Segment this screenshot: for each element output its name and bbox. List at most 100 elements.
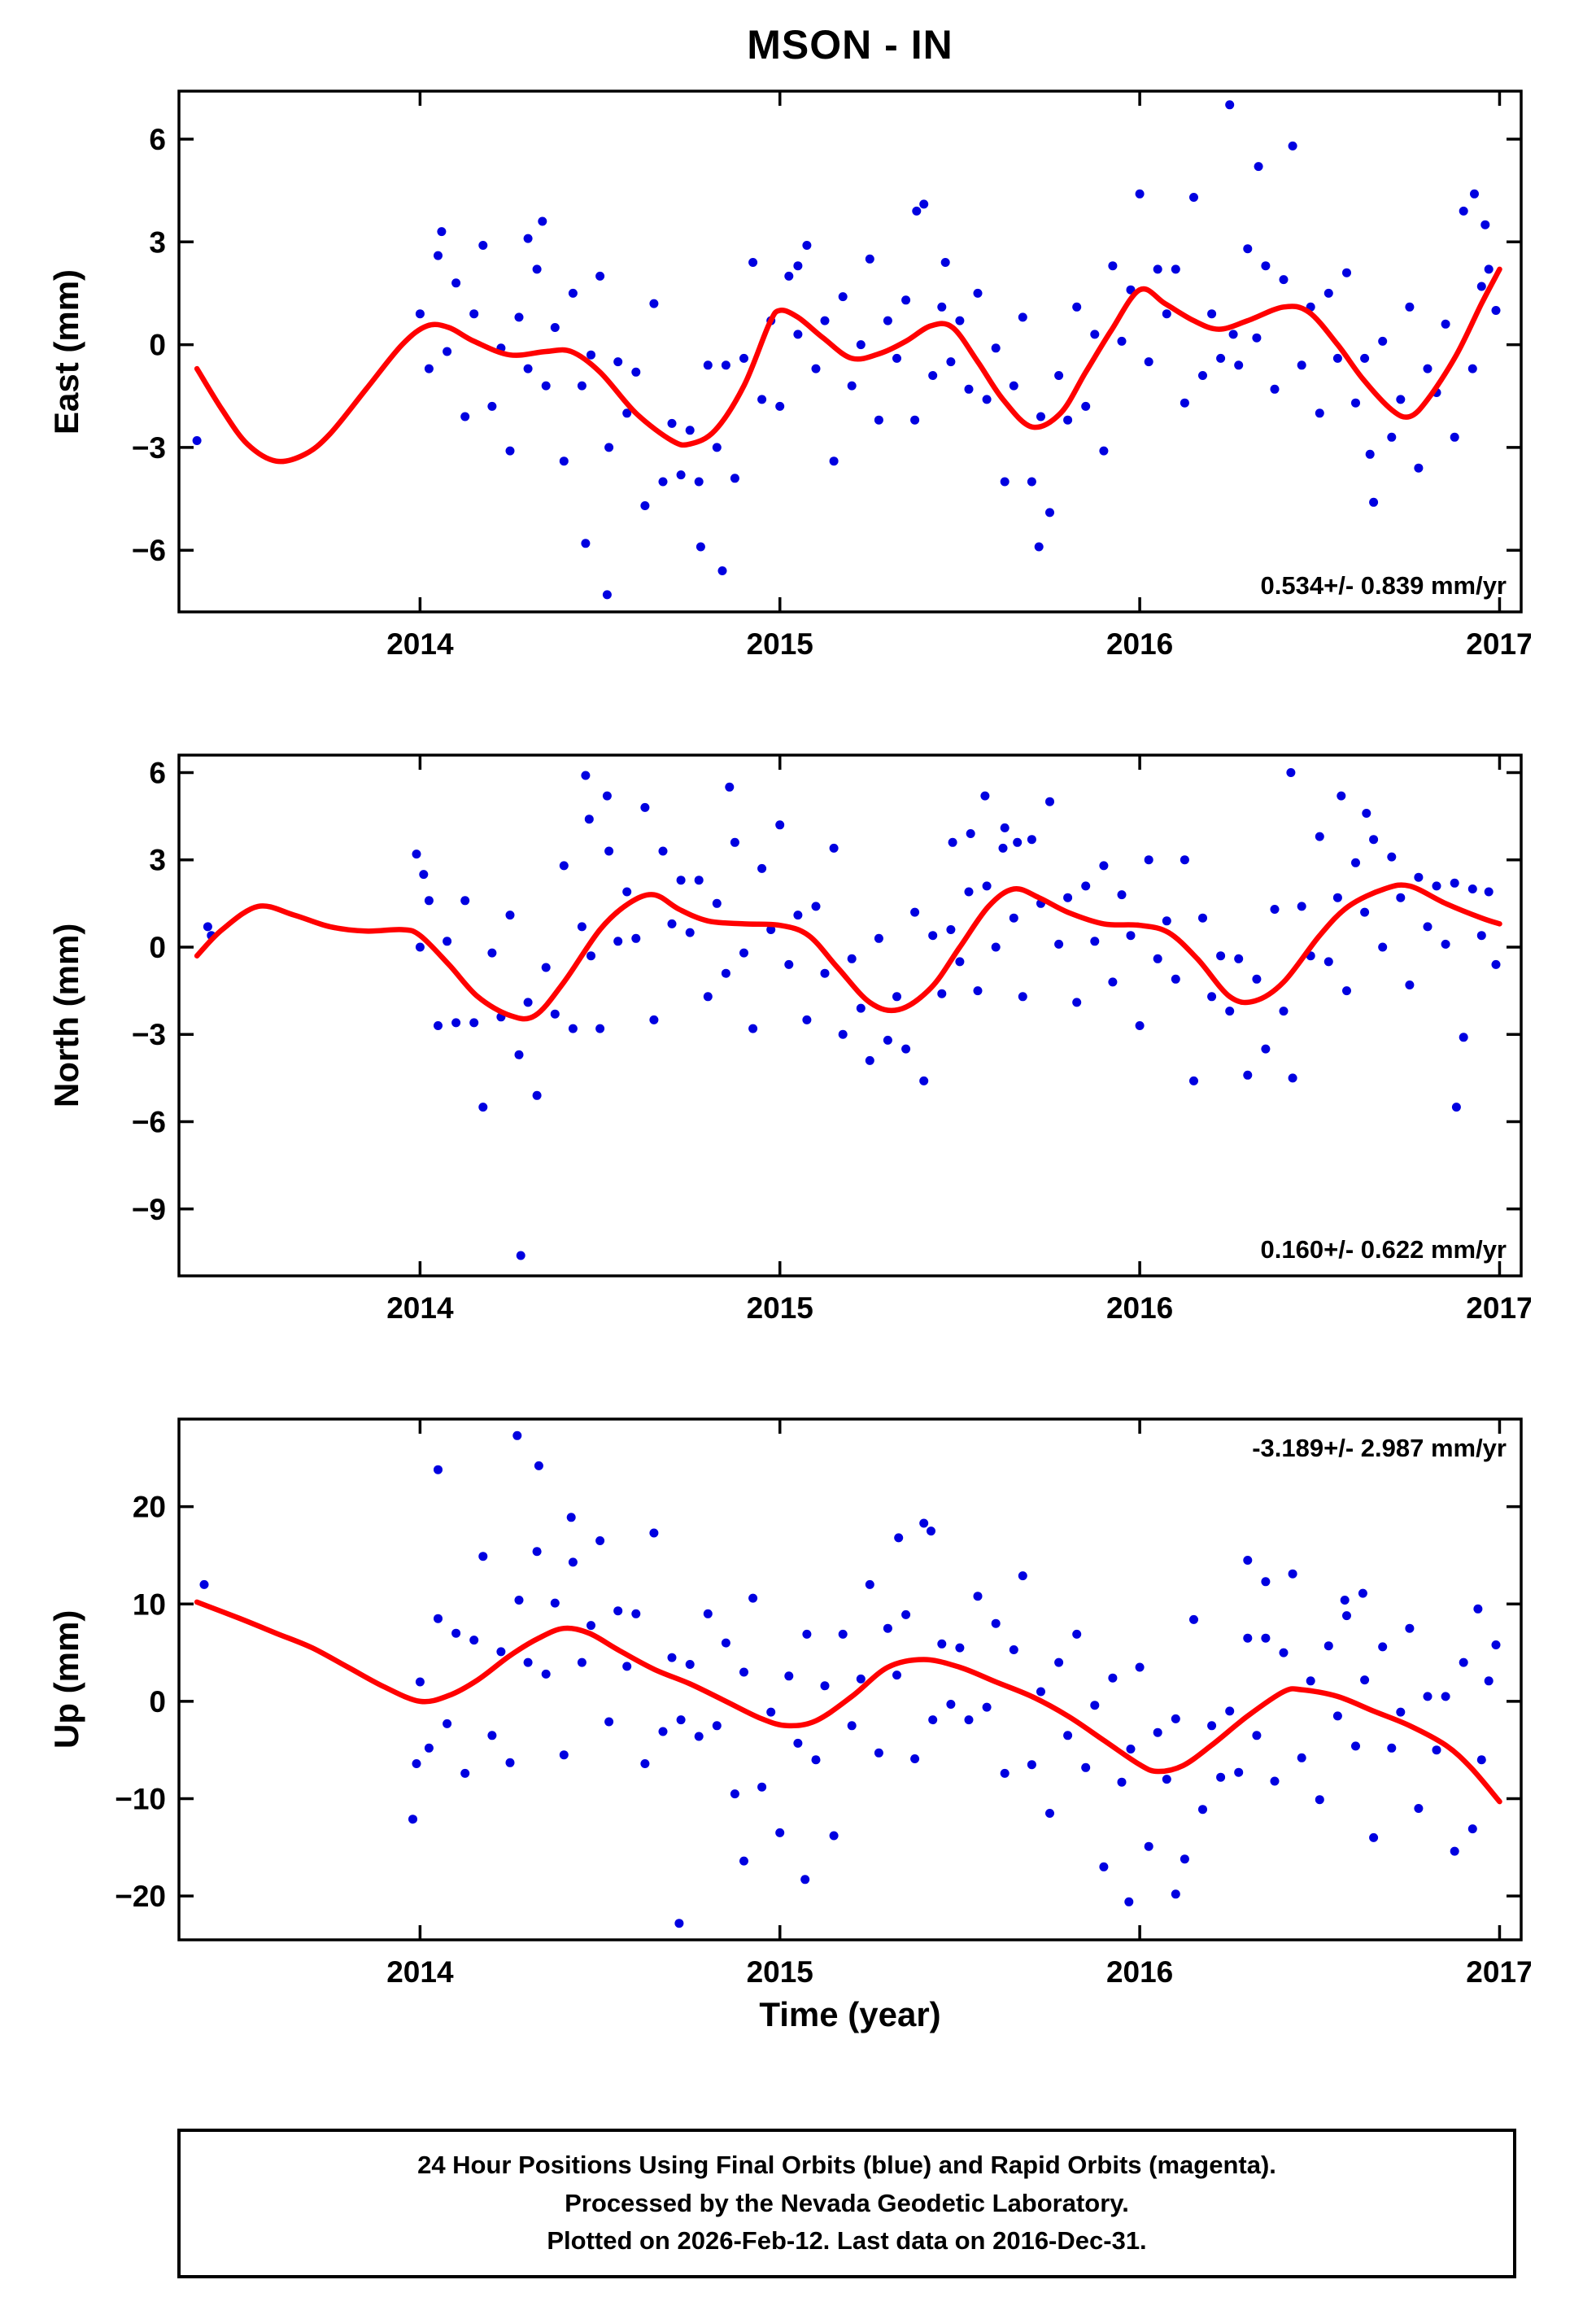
data-point	[919, 199, 929, 209]
data-point	[883, 1623, 892, 1633]
data-point	[512, 1430, 522, 1440]
data-point	[1252, 1731, 1262, 1740]
data-point	[927, 1526, 935, 1536]
data-point	[1027, 835, 1036, 845]
data-point	[721, 1638, 730, 1648]
data-point	[460, 1768, 470, 1778]
data-point	[1126, 931, 1136, 941]
data-point	[640, 501, 650, 510]
rate-annotation: 0.160+/- 0.622 mm/yr	[1261, 1235, 1507, 1264]
data-point	[1450, 432, 1459, 442]
data-point	[1045, 1809, 1054, 1818]
data-point	[587, 951, 595, 961]
data-point	[1459, 1033, 1468, 1042]
data-point	[613, 1606, 623, 1616]
data-point	[980, 791, 990, 801]
data-point	[602, 791, 612, 801]
data-point	[721, 360, 730, 370]
data-point	[1405, 302, 1415, 312]
data-point	[1270, 1776, 1280, 1786]
data-point	[631, 1609, 641, 1618]
data-point	[1476, 931, 1486, 941]
y-tick-label: 10	[133, 1588, 166, 1621]
data-point	[1036, 1687, 1045, 1697]
data-point	[1396, 893, 1406, 902]
data-point	[838, 1629, 848, 1639]
scatter-points	[192, 100, 1501, 600]
data-point	[534, 1461, 543, 1470]
data-point	[1396, 395, 1406, 404]
rate-annotation: 0.534+/- 0.839 mm/yr	[1261, 571, 1507, 600]
data-point	[1467, 884, 1477, 893]
data-point	[865, 1055, 874, 1065]
data-point	[469, 309, 479, 319]
data-point	[1297, 360, 1306, 370]
data-point	[1171, 264, 1180, 274]
data-point	[434, 251, 443, 260]
data-point	[966, 829, 975, 838]
data-point	[964, 887, 974, 897]
data-point	[676, 470, 686, 480]
data-point	[919, 1076, 929, 1085]
data-point	[1378, 942, 1388, 952]
data-point	[838, 292, 848, 302]
y-tick-label: 3	[149, 225, 166, 259]
caption-line-2: Processed by the Nevada Geodetic Laborat…	[565, 2188, 1129, 2217]
data-point	[973, 986, 983, 996]
data-point	[1072, 1629, 1082, 1639]
data-point	[1081, 401, 1091, 411]
data-point	[451, 1018, 461, 1028]
x-tick-label: 2017	[1466, 1291, 1531, 1325]
data-point	[901, 1044, 911, 1054]
data-point	[1054, 371, 1064, 380]
data-point	[541, 1669, 551, 1679]
data-point	[1358, 1588, 1367, 1598]
data-point	[784, 271, 794, 281]
data-point	[1432, 881, 1441, 891]
data-point	[946, 357, 956, 367]
data-point	[856, 1674, 866, 1684]
data-point	[1081, 881, 1091, 891]
data-point	[1228, 330, 1238, 339]
data-point	[415, 1677, 425, 1687]
data-point	[1484, 887, 1494, 897]
x-axis-label: Time (year)	[759, 1995, 941, 2033]
x-tick-label: 2015	[747, 1955, 813, 1989]
data-point	[820, 968, 830, 978]
data-point	[865, 254, 874, 264]
plot-frame	[177, 753, 1523, 1277]
data-point	[674, 1919, 684, 1928]
data-point	[487, 948, 497, 958]
data-point	[408, 1815, 417, 1824]
y-tick-label: −3	[132, 431, 166, 465]
data-point	[1441, 939, 1450, 949]
data-point	[1018, 992, 1027, 1002]
east-panel: East (mm) 2014 2015 2016 2017 −6 −3 0 3 6 0.534+/…	[47, 81, 1531, 675]
data-point	[748, 1024, 758, 1033]
data-point	[1432, 1745, 1441, 1755]
data-point	[901, 295, 911, 305]
data-point	[1027, 477, 1036, 487]
data-point	[721, 968, 730, 978]
y-tick-label: 6	[149, 756, 166, 789]
x-tick-label: 2016	[1106, 627, 1173, 661]
data-point	[991, 1618, 1001, 1628]
data-point	[1261, 1633, 1271, 1643]
data-point	[1340, 1596, 1350, 1605]
data-point	[694, 876, 704, 885]
data-point	[658, 1727, 668, 1736]
data-point	[1135, 189, 1145, 199]
data-point	[1360, 1675, 1370, 1685]
data-point	[793, 261, 803, 271]
data-point	[725, 782, 735, 792]
page-title: MSON - IN	[747, 22, 953, 68]
data-point	[412, 1759, 421, 1768]
data-point	[739, 1667, 748, 1677]
data-point	[937, 302, 947, 312]
data-point	[658, 846, 668, 856]
data-point	[1153, 264, 1162, 274]
data-point	[451, 278, 461, 288]
data-point	[1000, 1768, 1009, 1778]
data-point	[1387, 1743, 1397, 1753]
data-point	[1198, 371, 1207, 380]
